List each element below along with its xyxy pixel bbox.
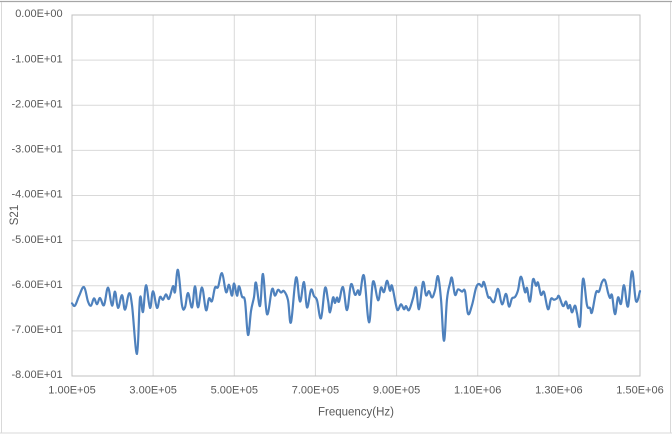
svg-text:5.00E+05: 5.00E+05 (211, 385, 258, 397)
svg-text:9.00E+05: 9.00E+05 (373, 385, 420, 397)
svg-text:0.00E+00: 0.00E+00 (15, 8, 62, 20)
svg-text:-8.00E+01: -8.00E+01 (12, 369, 63, 381)
svg-text:-7.00E+01: -7.00E+01 (12, 324, 63, 336)
svg-text:-1.00E+01: -1.00E+01 (12, 53, 63, 65)
svg-text:S21: S21 (9, 205, 21, 225)
svg-text:1.10E+06: 1.10E+06 (454, 385, 501, 397)
svg-text:7.00E+05: 7.00E+05 (292, 385, 339, 397)
svg-text:1.30E+06: 1.30E+06 (535, 385, 582, 397)
svg-text:1.00E+05: 1.00E+05 (48, 385, 95, 397)
svg-text:-2.00E+01: -2.00E+01 (12, 98, 63, 110)
svg-text:1.50E+06: 1.50E+06 (616, 385, 663, 397)
svg-text:-3.00E+01: -3.00E+01 (12, 144, 63, 156)
svg-text:-5.00E+01: -5.00E+01 (12, 234, 63, 246)
svg-text:-6.00E+01: -6.00E+01 (12, 279, 63, 291)
svg-text:Frequency(Hz): Frequency(Hz) (318, 407, 394, 419)
svg-text:3.00E+05: 3.00E+05 (129, 385, 176, 397)
svg-text:-4.00E+01: -4.00E+01 (12, 189, 63, 201)
